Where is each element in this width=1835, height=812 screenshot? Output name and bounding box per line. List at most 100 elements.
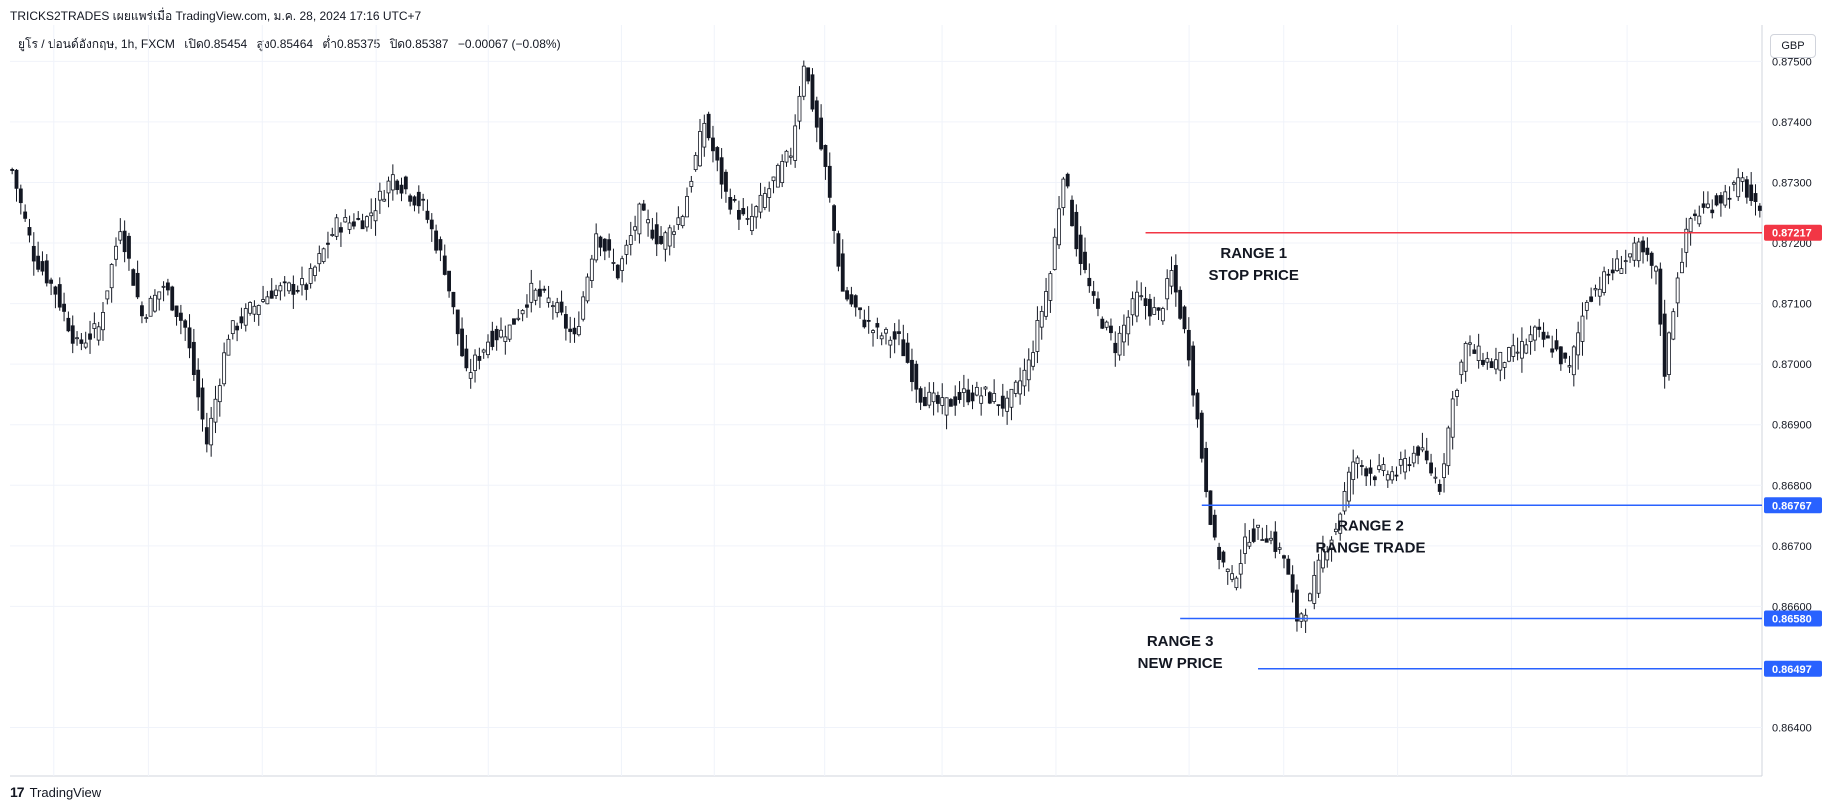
candle-body <box>1584 301 1589 311</box>
candle-body <box>979 395 984 404</box>
candle-body <box>451 291 456 308</box>
candle-body <box>525 304 529 308</box>
currency-button[interactable]: GBP <box>1770 34 1816 58</box>
candle-body <box>1031 352 1035 367</box>
candle-body <box>1576 332 1581 356</box>
candle-body <box>693 154 698 171</box>
candle-body <box>1005 397 1010 412</box>
candle-body <box>948 399 953 407</box>
candle-body <box>598 236 603 248</box>
candle-body <box>438 239 443 251</box>
candle-body <box>784 150 789 163</box>
x-tick-label: พ.ย. <box>814 788 836 790</box>
candle-body <box>1524 344 1529 354</box>
candle-body <box>559 301 564 313</box>
candle-body <box>1182 306 1187 330</box>
candle-body <box>585 276 590 302</box>
y-tick-label: 0.87000 <box>1772 359 1812 371</box>
candle-body <box>866 319 871 322</box>
x-tick-label: 26 <box>369 788 383 790</box>
candle-body <box>550 305 555 308</box>
candle-body <box>434 230 439 251</box>
candle-body <box>226 338 231 356</box>
candle-body <box>131 269 136 286</box>
candle-body <box>230 320 235 335</box>
candle-body <box>317 253 322 265</box>
candle-body <box>706 113 711 139</box>
candle-body <box>1286 558 1291 575</box>
candle-body <box>1070 199 1074 227</box>
candle-body <box>1662 313 1667 377</box>
candle-body <box>987 392 992 404</box>
candle-body <box>745 217 750 220</box>
candle-body <box>624 244 629 255</box>
candle-body <box>516 317 521 320</box>
candle-body <box>165 282 170 291</box>
candle-body <box>23 211 28 219</box>
candle-body <box>1321 548 1325 569</box>
candle-body <box>148 297 153 317</box>
candle-body <box>1658 268 1663 325</box>
candle-body <box>1554 340 1559 350</box>
candle-body <box>698 131 702 167</box>
candle-body <box>178 312 183 321</box>
candle-body <box>797 95 802 122</box>
candle-body <box>1346 471 1351 502</box>
candle-body <box>494 328 499 341</box>
symbol-name[interactable]: ยูโร / ปอนด์อังกฤษ, 1h, FXCM <box>18 37 175 51</box>
candle-body <box>563 314 568 329</box>
candle-body <box>940 397 945 406</box>
candle-body <box>62 303 66 312</box>
candle-body <box>914 363 919 390</box>
candle-body <box>1087 277 1092 287</box>
candle-body <box>1342 491 1347 512</box>
candle-body <box>1403 458 1408 473</box>
candle-body <box>347 222 352 230</box>
candle-body <box>1221 551 1226 563</box>
candle-body <box>529 282 534 303</box>
candle-body <box>1675 277 1680 304</box>
candle-body <box>992 393 997 402</box>
candle-body <box>1749 184 1754 202</box>
candle-body <box>1498 351 1503 371</box>
brand-name: TradingView <box>29 784 102 800</box>
y-tick-label: 0.86600 <box>1772 601 1812 613</box>
candle-body <box>1122 324 1126 343</box>
candle-body <box>395 180 400 190</box>
candle-body <box>953 396 958 406</box>
candle-body <box>373 210 378 222</box>
candle-body <box>1597 288 1602 297</box>
candle-body <box>646 219 650 224</box>
candle-body <box>105 290 110 300</box>
candle-body <box>1295 589 1299 622</box>
candle-body <box>473 354 477 371</box>
candle-body <box>1091 291 1096 296</box>
candle-body <box>455 309 460 335</box>
tradingview-footer: 17 TradingView <box>10 784 101 800</box>
price-label-badge <box>1764 660 1822 677</box>
price-chart[interactable]: 0.87500 0.87400 0.87300 0.87200 0.87100 0.870… <box>0 0 1835 790</box>
candle-body <box>304 284 309 290</box>
candle-body <box>1537 326 1542 330</box>
candle-body <box>823 144 828 167</box>
candle-body <box>27 227 32 236</box>
candle-body <box>1667 332 1671 375</box>
candle-body <box>1048 273 1053 301</box>
candle-body <box>685 196 689 218</box>
candle-body <box>931 392 936 403</box>
candle-body <box>901 339 906 357</box>
candle-body <box>680 216 685 227</box>
candle-body <box>140 305 144 317</box>
candle-body <box>633 226 638 231</box>
candle-body <box>1550 348 1555 353</box>
candle-body <box>308 267 313 284</box>
candle-body <box>1558 346 1563 365</box>
candle-body <box>1351 461 1356 480</box>
candle-body <box>343 217 348 223</box>
candle-body <box>1437 483 1442 492</box>
candle-body <box>204 427 209 445</box>
candle-body <box>1217 546 1222 560</box>
candle-body <box>390 174 395 191</box>
candle-body <box>602 238 607 252</box>
candle-body <box>57 284 62 308</box>
